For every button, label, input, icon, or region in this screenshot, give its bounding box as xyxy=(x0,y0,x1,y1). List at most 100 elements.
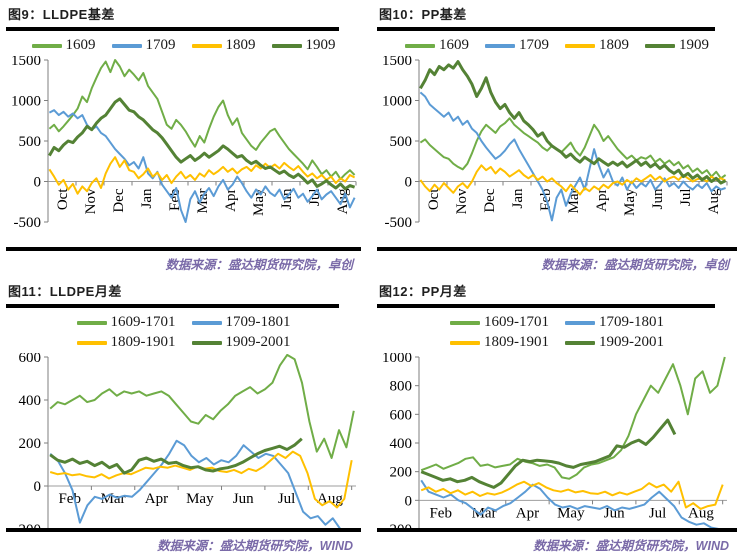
svg-text:500: 500 xyxy=(390,134,413,150)
svg-text:Aug: Aug xyxy=(706,188,722,214)
svg-text:200: 200 xyxy=(19,436,42,452)
svg-text:May: May xyxy=(251,188,267,216)
divider-rule xyxy=(6,247,361,251)
legend-swatch-icon xyxy=(450,340,480,345)
legend-item-1609-1701: 1609-1701 xyxy=(450,314,549,331)
legend-row: 1609 1709 1809 1909 xyxy=(405,37,709,54)
legend-item-1909: 1909 xyxy=(645,37,709,54)
legend-item-1609-1701: 1609-1701 xyxy=(76,314,176,331)
source-note: 数据来源：盛达期货研究院，WIND xyxy=(533,539,729,553)
source-note: 数据来源：盛达期货研究院，卓创 xyxy=(165,258,353,272)
legend-item-1709: 1709 xyxy=(485,37,549,54)
legend-item-1609: 1609 xyxy=(405,37,469,54)
legend-item-1709-1801: 1709-1801 xyxy=(191,314,291,331)
legend-label: 1609 xyxy=(439,37,469,53)
svg-text:600: 600 xyxy=(390,407,413,423)
legend-swatch-icon xyxy=(485,43,515,48)
chart-area: 1500 1000 500 0 -500 Oct Nov Dec Jan Feb Mar Apr May… xyxy=(6,54,361,247)
svg-text:-500: -500 xyxy=(385,215,413,228)
chart-area: 600 400 200 0 -200 Feb Mar Apr May Jun Jul Aug xyxy=(6,351,361,528)
legend-item-1609: 1609 xyxy=(31,37,96,54)
svg-text:500: 500 xyxy=(19,134,42,150)
svg-text:-200: -200 xyxy=(385,522,413,528)
legend-swatch-icon xyxy=(31,43,62,48)
chart-area: 1500 1000 500 0 -500 Oct Nov Dec Jan Feb Mar Apr May… xyxy=(377,54,737,247)
svg-text:Jan: Jan xyxy=(139,188,155,208)
svg-text:Nov: Nov xyxy=(454,188,470,214)
svg-text:Mar: Mar xyxy=(195,189,211,214)
svg-text:1000: 1000 xyxy=(11,94,41,110)
legend-swatch-icon xyxy=(565,340,595,345)
svg-text:1000: 1000 xyxy=(382,94,412,110)
svg-text:1000: 1000 xyxy=(382,353,412,366)
legend-swatch-icon xyxy=(565,320,595,325)
legend-swatch-icon xyxy=(76,320,107,325)
svg-text:0: 0 xyxy=(405,493,413,509)
legend-swatch-icon xyxy=(645,43,675,48)
legend-item-1809: 1809 xyxy=(565,37,629,54)
line-chart-lldpe-spread: 600 400 200 0 -200 Feb Mar Apr May Jun Jul Aug xyxy=(14,353,356,528)
chart-legend: 1609 1709 1809 1909 xyxy=(6,37,361,54)
svg-text:Jul: Jul xyxy=(278,491,296,507)
legend-label: 1909-2001 xyxy=(225,334,291,350)
legend-swatch-icon xyxy=(76,340,107,345)
svg-text:Jul: Jul xyxy=(649,505,667,521)
svg-text:Feb: Feb xyxy=(58,491,81,507)
svg-text:800: 800 xyxy=(390,379,413,395)
svg-text:-200: -200 xyxy=(14,522,42,528)
legend-label: 1909-2001 xyxy=(599,334,664,350)
legend-label: 1909 xyxy=(679,37,709,53)
divider-rule xyxy=(377,27,715,31)
svg-text:Oct: Oct xyxy=(55,188,71,210)
svg-text:Apr: Apr xyxy=(516,505,539,521)
chart-title: 图12：PP月差 xyxy=(379,284,467,299)
panel-pp-basis: 图10：PP基差 1609 1709 1809 1909 1500 1000 500 0 -5… xyxy=(371,0,743,277)
svg-text:400: 400 xyxy=(19,393,42,409)
legend-row: 1809-1901 1909-2001 xyxy=(450,334,664,351)
legend-row: 1609 1709 1809 1909 xyxy=(31,37,336,54)
legend-label: 1709-1801 xyxy=(599,314,664,330)
chart-area: 10008006004002000-200FebMarAprMayJunJulA… xyxy=(377,351,737,528)
svg-text:-500: -500 xyxy=(14,215,42,228)
legend-item-1709-1801: 1709-1801 xyxy=(565,314,664,331)
legend-swatch-icon xyxy=(111,43,142,48)
svg-text:Aug: Aug xyxy=(317,491,343,507)
legend-label: 1609 xyxy=(65,37,96,53)
chart-title: 图9：LLDPE基差 xyxy=(8,7,115,22)
legend-label: 1609-1701 xyxy=(110,314,176,330)
legend-item-1909-2001: 1909-2001 xyxy=(565,334,664,351)
svg-text:1500: 1500 xyxy=(382,56,412,69)
svg-text:Jun: Jun xyxy=(233,491,254,507)
divider-rule xyxy=(377,247,737,251)
svg-text:May: May xyxy=(622,188,638,216)
legend-label: 1709 xyxy=(145,37,176,53)
svg-text:Mar: Mar xyxy=(472,505,497,521)
divider-rule xyxy=(6,27,339,31)
svg-text:Dec: Dec xyxy=(111,188,127,212)
chart-legend: 1609-1701 1709-1801 1809-1901 1909-2001 xyxy=(377,314,737,351)
svg-text:Nov: Nov xyxy=(83,188,99,214)
svg-text:Oct: Oct xyxy=(426,188,442,210)
svg-text:Apr: Apr xyxy=(145,491,168,507)
svg-text:Dec: Dec xyxy=(482,188,498,212)
svg-text:Jan: Jan xyxy=(510,188,526,208)
legend-swatch-icon xyxy=(450,320,480,325)
svg-text:Mar: Mar xyxy=(101,491,126,507)
divider-rule xyxy=(377,528,737,532)
legend-swatch-icon xyxy=(191,43,222,48)
panel-pp-spread: 图12：PP月差 1609-1701 1709-1801 1809-1901 1909… xyxy=(371,277,743,558)
panel-lldpe-spread: 图11：LLDPE月差 1609-1701 1709-1801 1809-1901 1… xyxy=(0,277,371,558)
legend-label: 1809-1901 xyxy=(110,334,176,350)
svg-text:Jun: Jun xyxy=(650,188,666,209)
svg-text:Apr: Apr xyxy=(594,188,610,211)
svg-text:Aug: Aug xyxy=(335,188,351,214)
legend-item-1809: 1809 xyxy=(191,37,256,54)
legend-swatch-icon xyxy=(271,43,302,48)
legend-label: 1909 xyxy=(305,37,336,53)
source-note: 数据来源：盛达期货研究院，WIND xyxy=(157,539,353,553)
panel-lldpe-basis: 图9：LLDPE基差 1609 1709 1809 1909 1500 1000 500 0… xyxy=(0,0,371,277)
svg-text:Aug: Aug xyxy=(688,505,714,521)
legend-swatch-icon xyxy=(191,340,222,345)
